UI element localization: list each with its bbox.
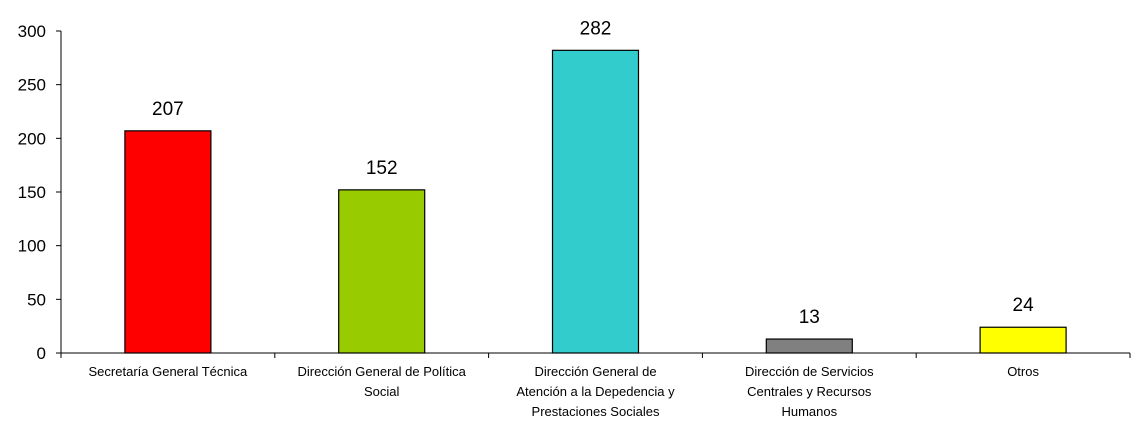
data-label: 282	[580, 18, 612, 39]
y-tick-label: 50	[27, 290, 46, 309]
x-tick-label: Otros	[915, 362, 1131, 382]
data-label: 152	[366, 158, 398, 179]
x-tick-label-line: Dirección General de Política	[297, 364, 466, 379]
y-tick-label: 300	[18, 22, 46, 41]
bar	[124, 130, 212, 354]
x-tick-label-line: Prestaciones Sociales	[531, 404, 660, 419]
y-tick-label: 200	[18, 129, 46, 148]
x-tick-label-line: Dirección de Servicios	[744, 364, 874, 379]
x-tick-label: Secretaría General Técnica	[60, 362, 276, 382]
x-tick-label-line: Centrales y Recursos	[747, 384, 872, 399]
data-labels: 207 152 282 13 24	[152, 18, 1034, 328]
bar	[979, 326, 1067, 354]
data-label: 13	[799, 307, 820, 328]
x-tick-label-line: Dirección General de	[534, 364, 657, 379]
x-tick-label-line: Otros	[1007, 364, 1039, 379]
x-tick-label: Dirección General de Atención a la Depede…	[488, 362, 704, 422]
y-tick-label: 150	[18, 183, 46, 202]
y-tick-label: 100	[18, 237, 46, 256]
x-axis-ticks	[60, 353, 1131, 358]
y-axis-ticks: 0 50 100 150 200 250 300	[18, 22, 61, 363]
y-tick-label: 250	[18, 76, 46, 95]
x-tick-label-line: Atención a la Depedencia y	[516, 384, 675, 399]
y-tick-label: 0	[37, 344, 46, 363]
x-tick-label-line: Social	[363, 384, 400, 399]
x-tick-label: Dirección General de Política Social	[274, 362, 490, 402]
bars	[124, 49, 1067, 354]
x-tick-label: Dirección de Servicios Centrales y Recurs…	[701, 362, 917, 422]
data-label: 207	[152, 99, 184, 120]
bar	[551, 49, 640, 354]
x-tick-label-line: Secretaría General Técnica	[88, 364, 248, 379]
bar	[765, 338, 853, 354]
data-label: 24	[1013, 295, 1035, 316]
x-tick-label-line: Humanos	[781, 404, 838, 419]
bar	[338, 189, 426, 354]
